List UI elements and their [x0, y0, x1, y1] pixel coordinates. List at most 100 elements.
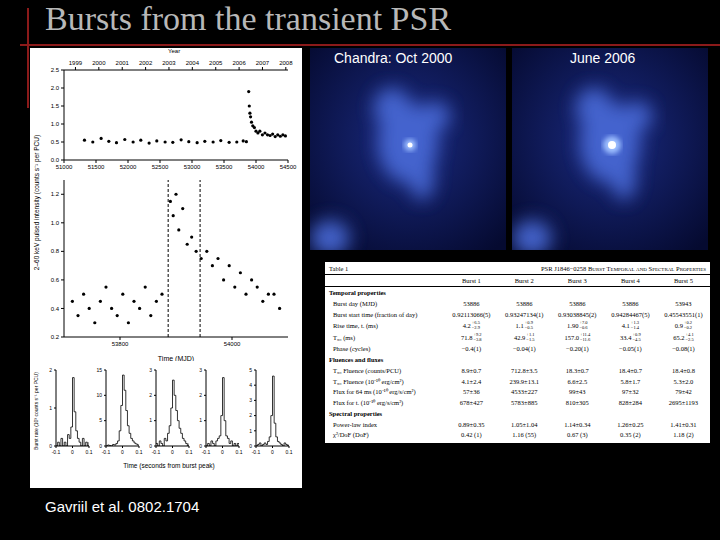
html-text:71.8+9.2: 71.8+9.2 [461, 332, 482, 342]
html-text:4.2+6.5: 4.2+6.5 [462, 320, 480, 330]
svg-text:1999: 1999 [69, 60, 83, 66]
svg-text:-0.1: -0.1 [102, 449, 111, 455]
svg-text:53800: 53800 [112, 341, 129, 347]
html-text:Burst start time (fraction of: Burst start time (fraction of day) [333, 310, 418, 318]
html-text:2–60 keV pulsed intensity (cou: 2–60 keV pulsed intensity (counts s⁻¹ pe… [32, 134, 40, 271]
html-text:0.92113066(5): 0.92113066(5) [452, 310, 491, 318]
svg-text:1.0: 1.0 [51, 121, 60, 127]
svg-text:2006: 2006 [232, 60, 246, 66]
svg-text:2: 2 [199, 392, 202, 398]
svg-text:0.1: 0.1 [286, 449, 293, 455]
html-text:53886: 53886 [463, 300, 480, 308]
svg-text:1: 1 [199, 417, 202, 423]
svg-text:2: 2 [149, 392, 152, 398]
svg-text:0: 0 [271, 449, 274, 455]
svg-text:0.5: 0.5 [51, 139, 60, 145]
svg-text:4: 4 [249, 382, 252, 388]
html-text:0.93038845(2): 0.93038845(2) [558, 310, 597, 318]
html-text:1.1+0.9: 1.1+0.9 [515, 320, 533, 330]
svg-text:0.1: 0.1 [186, 449, 193, 455]
svg-text:-0.1: -0.1 [152, 449, 161, 455]
html-text:1.90+7.0: 1.90+7.0 [567, 320, 588, 330]
html-text:53886: 53886 [622, 300, 639, 308]
svg-text:0.6: 0.6 [51, 277, 60, 283]
svg-text:0.0: 0.0 [51, 157, 60, 163]
svg-text:2.5: 2.5 [51, 67, 60, 73]
svg-text:5: 5 [249, 367, 252, 373]
svg-text:1.0: 1.0 [51, 220, 60, 226]
svg-text:2002: 2002 [139, 60, 153, 66]
svg-text:2008: 2008 [279, 60, 293, 66]
svg-text:0.2: 0.2 [51, 334, 60, 340]
svg-text:2000: 2000 [92, 60, 106, 66]
svg-text:2: 2 [249, 412, 252, 418]
html-text:33.4+0.9: 33.4+0.9 [620, 332, 641, 342]
svg-text:2007: 2007 [256, 60, 270, 66]
svg-text:-0.1: -0.1 [252, 449, 261, 455]
html-text:0.93247134(1): 0.93247134(1) [505, 310, 544, 318]
svg-text:54500: 54500 [280, 164, 297, 170]
svg-text:-0.1: -0.1 [52, 449, 61, 455]
svg-text:3: 3 [149, 367, 152, 373]
html-text:42.9+1.1: 42.9+1.1 [514, 332, 535, 342]
svg-text:10: 10 [96, 392, 102, 398]
svg-text:2001: 2001 [116, 60, 130, 66]
html-text:Phase (cycles): Phase (cycles) [333, 345, 371, 353]
html-text:June 2006: June 2006 [570, 50, 636, 66]
svg-text:2: 2 [49, 367, 52, 373]
svg-text:53000: 53000 [184, 164, 201, 170]
svg-text:0: 0 [149, 443, 152, 449]
svg-text:5: 5 [99, 417, 102, 423]
svg-text:1.2: 1.2 [51, 191, 60, 197]
svg-text:2003: 2003 [162, 60, 176, 66]
html-text:53886: 53886 [516, 300, 533, 308]
svg-text:1: 1 [249, 428, 252, 434]
svg-text:54000: 54000 [248, 164, 265, 170]
svg-text:52500: 52500 [152, 164, 169, 170]
svg-text:0.1: 0.1 [236, 449, 243, 455]
html-text:157.0+11.4: 157.0+11.4 [564, 332, 591, 342]
html-text:0.45543551(1): 0.45543551(1) [664, 310, 703, 318]
svg-text:2004: 2004 [186, 60, 200, 66]
html-text:53943: 53943 [675, 300, 692, 308]
svg-text:1: 1 [49, 405, 52, 411]
html-text:Chandra: Oct 2000: Chandra: Oct 2000 [334, 50, 453, 66]
svg-text:15: 15 [96, 367, 102, 373]
svg-text:0: 0 [121, 449, 124, 455]
svg-text:0.1: 0.1 [136, 449, 143, 455]
svg-text:3: 3 [199, 367, 202, 373]
svg-text:2.0: 2.0 [51, 85, 60, 91]
svg-text:1: 1 [149, 417, 152, 423]
svg-text:1.5: 1.5 [51, 103, 60, 109]
svg-text:0: 0 [99, 443, 102, 449]
html-text:53886: 53886 [569, 300, 586, 308]
svg-text:53500: 53500 [216, 164, 233, 170]
html-text:Gavriil et al. 0802.1704: Gavriil et al. 0802.1704 [45, 498, 200, 515]
svg-text:0: 0 [49, 443, 52, 449]
svg-text:-0.1: -0.1 [202, 449, 211, 455]
html-text:0.9+0.2: 0.9+0.2 [674, 320, 693, 330]
svg-text:0.4: 0.4 [51, 306, 60, 312]
html-text:0.94284467(5): 0.94284467(5) [611, 310, 650, 318]
html-text:Burst day (MJD): Burst day (MJD) [333, 300, 378, 308]
svg-text:0.1: 0.1 [86, 449, 93, 455]
html-text:Rise time, tᵣ (ms): Rise time, tᵣ (ms) [333, 322, 378, 330]
html-text:4.1+1.3: 4.1+1.3 [621, 320, 639, 330]
html-text:Bursts from the transient PSR: Bursts from the transient PSR [45, 0, 452, 37]
html-text:Temporal properties: Temporal properties [329, 289, 386, 297]
svg-text:0: 0 [249, 443, 252, 449]
svg-text:0.8: 0.8 [51, 248, 60, 254]
svg-text:0: 0 [199, 443, 202, 449]
svg-text:52000: 52000 [120, 164, 137, 170]
svg-text:0: 0 [171, 449, 174, 455]
svg-text:54000: 54000 [224, 341, 241, 347]
svg-text:51500: 51500 [88, 164, 105, 170]
svg-text:51000: 51000 [56, 164, 73, 170]
svg-text:Time (MJD): Time (MJD) [158, 355, 194, 361]
svg-text:0: 0 [221, 449, 224, 455]
html-text:65.2+4.1: 65.2+4.1 [673, 332, 694, 342]
svg-text:2005: 2005 [209, 60, 223, 66]
html-text:T₉₀ (ms): T₉₀ (ms) [333, 334, 355, 342]
svg-text:3: 3 [249, 397, 252, 403]
svg-text:0: 0 [71, 449, 74, 455]
